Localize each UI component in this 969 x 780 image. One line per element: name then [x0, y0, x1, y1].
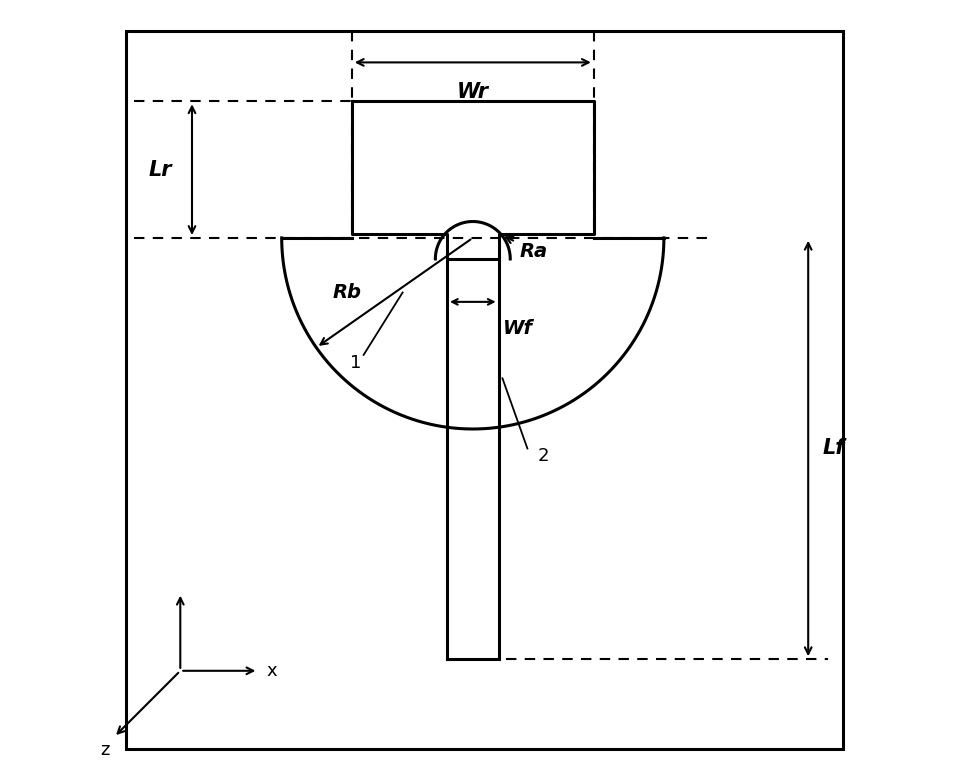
- Text: 2: 2: [537, 447, 548, 466]
- Text: Wr: Wr: [456, 82, 488, 102]
- Text: z: z: [101, 741, 110, 759]
- Text: 1: 1: [350, 353, 361, 372]
- Text: Lf: Lf: [823, 438, 845, 459]
- Text: Ra: Ra: [519, 242, 547, 261]
- Text: x: x: [266, 661, 277, 680]
- Text: Wf: Wf: [503, 319, 532, 338]
- Text: Rb: Rb: [332, 283, 361, 302]
- Text: Lr: Lr: [149, 160, 172, 179]
